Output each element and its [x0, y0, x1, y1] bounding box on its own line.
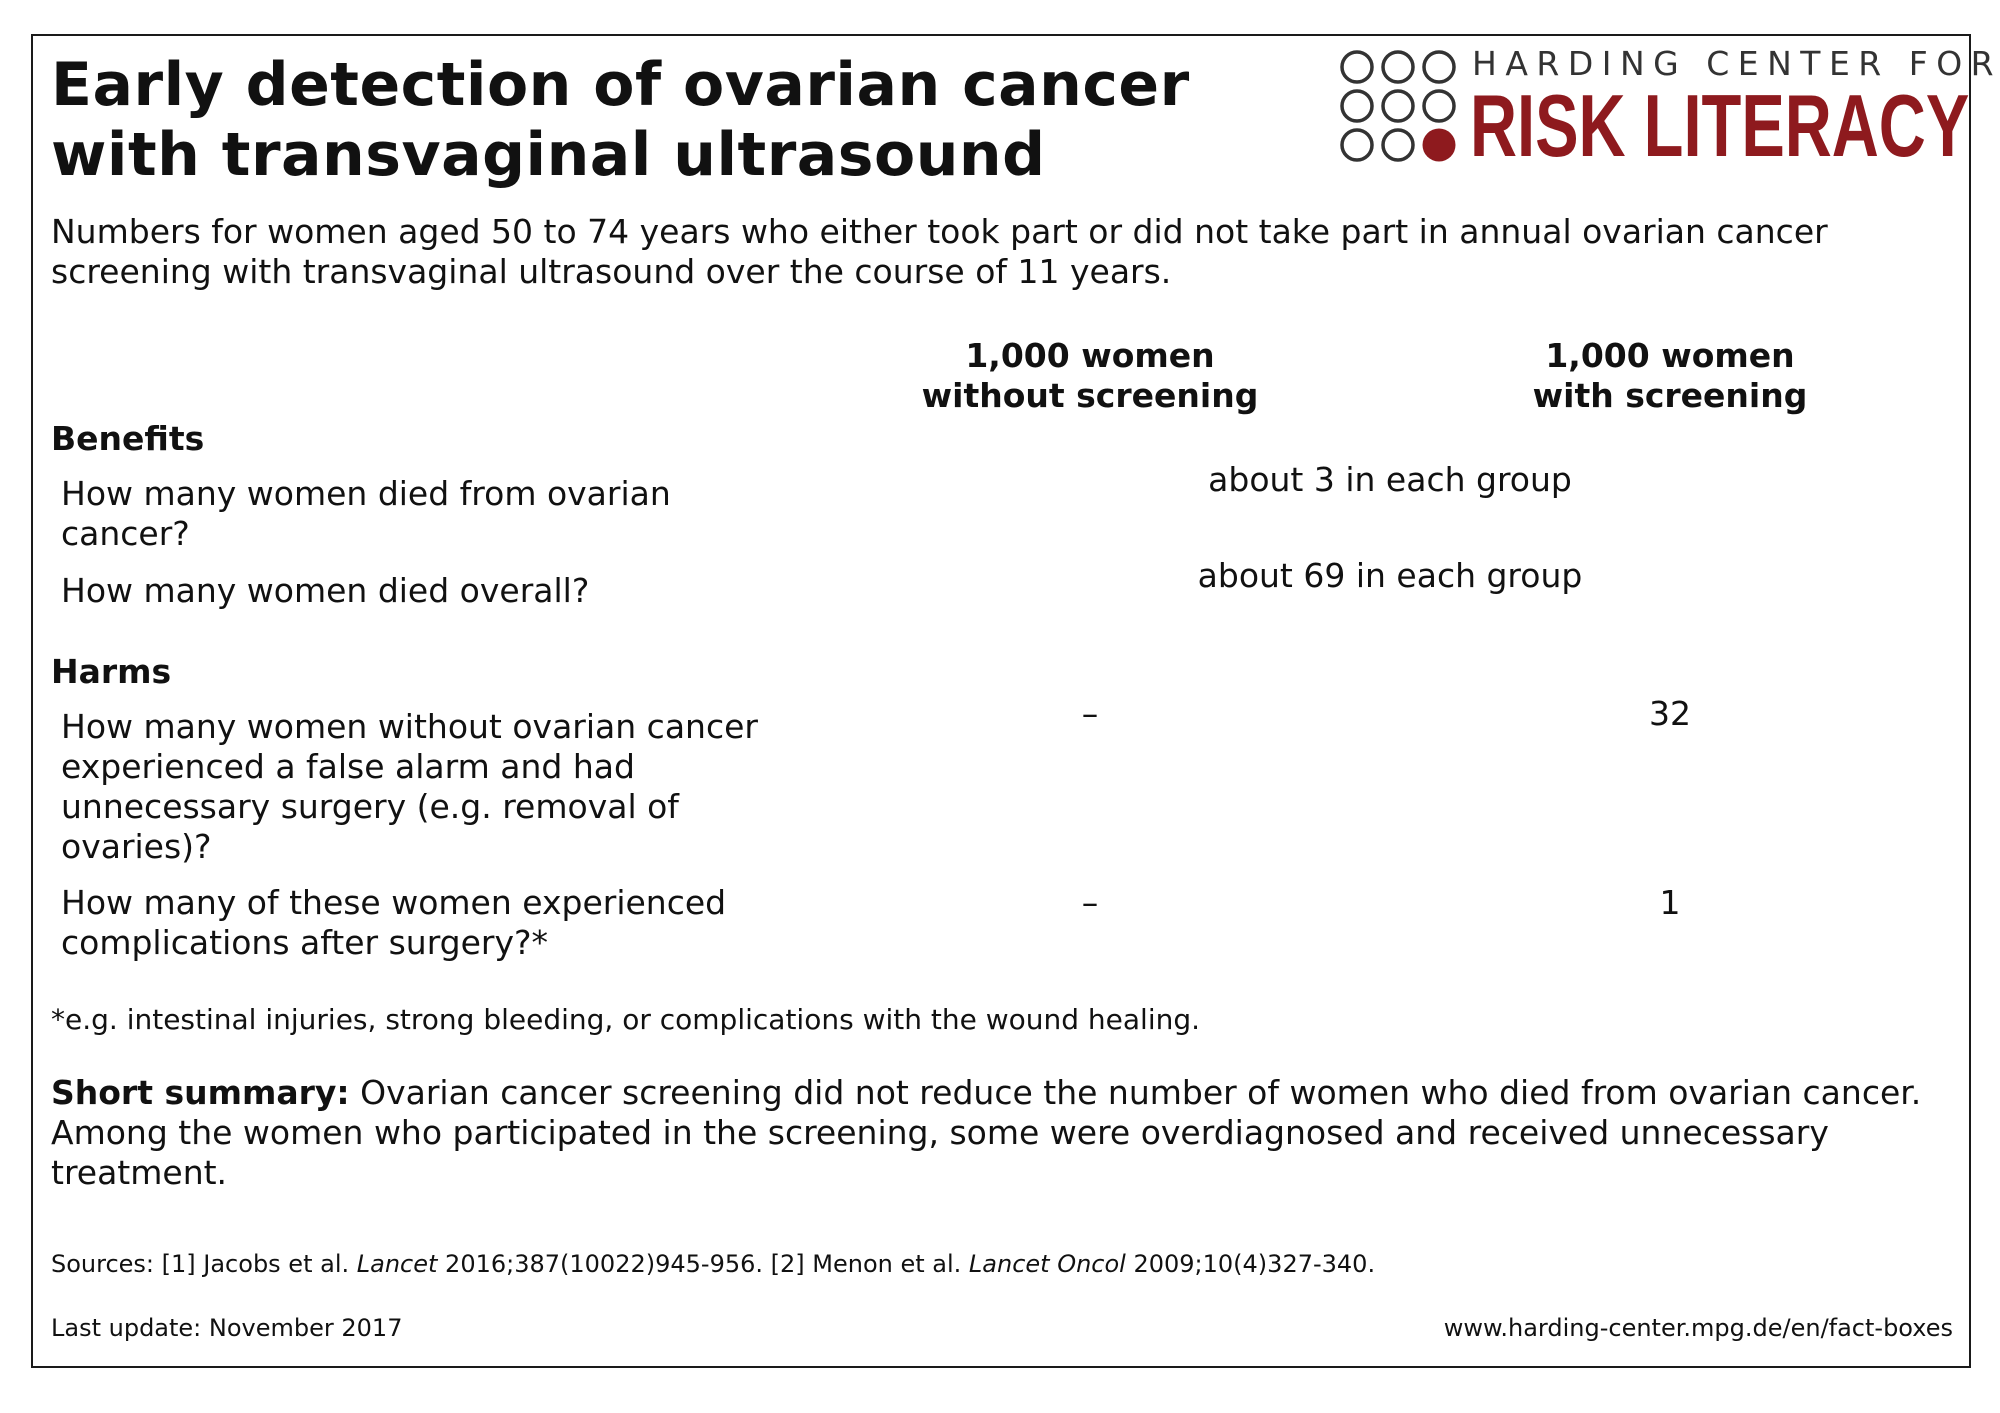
column-header-with-screening: 1,000 women with screening: [1440, 336, 1900, 416]
logo-brand-text: RISK LITERACY: [1470, 76, 1970, 175]
footnote: *e.g. intestinal injuries, strong bleedi…: [51, 1003, 1201, 1036]
sources-journal-1: Lancet: [356, 1250, 438, 1278]
row-combined-value: about 69 in each group: [1197, 556, 1583, 595]
row-value-with-screening: 32: [1649, 694, 1691, 733]
summary-text: Ovarian cancer screening did not reduce …: [51, 1073, 1922, 1192]
row-value-without-screening: –: [1081, 883, 1099, 922]
title-line-1: Early detection of ovarian cancer: [51, 50, 1190, 120]
section-heading-benefits: Benefits: [51, 419, 205, 458]
column-header-line-2: with screening: [1532, 376, 1808, 415]
row-value-without-screening: –: [1081, 694, 1099, 733]
sources-journal-2: Lancet Oncol: [968, 1250, 1126, 1278]
row-value-with-screening: 1: [1659, 883, 1681, 922]
row-question: How many women died from ovarian cancer?: [61, 474, 671, 553]
summary-label: Short summary:: [51, 1073, 350, 1112]
sources-ref-2: 2009;10(4)327-340.: [1125, 1250, 1376, 1278]
short-summary: Short summary: Ovarian cancer screening …: [51, 1073, 1951, 1193]
sources: Sources: [1] Jacobs et al. Lancet 2016;3…: [51, 1248, 1375, 1280]
logo-filled-dot: [1422, 128, 1456, 162]
sources-ref-1: 2016;387(10022)945-956. [2] Menon et al.: [437, 1250, 969, 1278]
page-title: Early detection of ovarian cancer with t…: [51, 50, 1190, 190]
sources-prefix: Sources: [1] Jacobs et al.: [51, 1250, 357, 1278]
column-header-without-screening: 1,000 women without screening: [860, 336, 1320, 416]
column-header-line-1: 1,000 women: [1545, 336, 1795, 375]
column-header-line-2: without screening: [921, 376, 1259, 415]
row-combined-value: about 3 in each group: [1208, 460, 1572, 499]
fact-box-frame: [31, 34, 1971, 1368]
row-question: How many of these women experienced comp…: [61, 883, 727, 962]
row-question: How many women died overall?: [61, 571, 590, 610]
row-question: How many women without ovarian cancer ex…: [61, 707, 758, 866]
column-header-line-1: 1,000 women: [965, 336, 1215, 375]
logo-dot-grid-icon: [1340, 50, 1456, 162]
logo-top-text: HARDING CENTER FOR: [1472, 44, 2000, 83]
subtitle: Numbers for women aged 50 to 74 years wh…: [51, 212, 1828, 291]
website-url[interactable]: www.harding-center.mpg.de/en/fact-boxes: [1443, 1314, 1953, 1342]
section-heading-harms: Harms: [51, 652, 172, 691]
title-line-2: with transvaginal ultrasound: [51, 120, 1046, 190]
last-update: Last update: November 2017: [51, 1314, 403, 1342]
